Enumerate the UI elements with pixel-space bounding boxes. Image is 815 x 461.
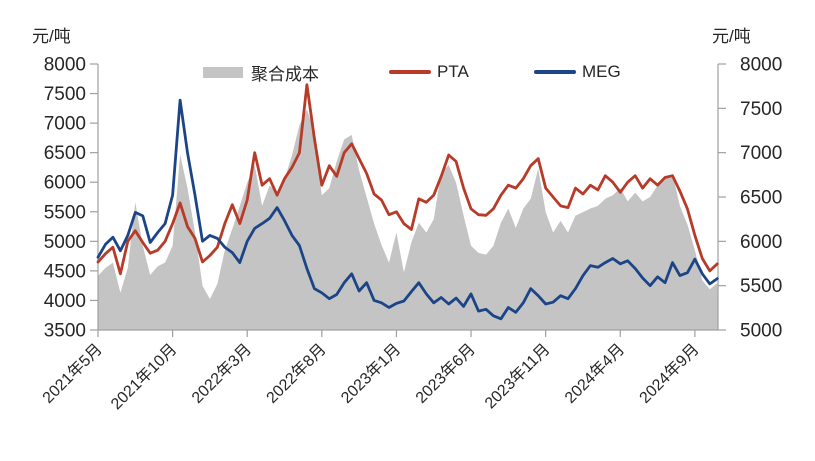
x-axis-tick-label: 2024年4月: [561, 340, 628, 407]
legend-pta-label: PTA: [437, 62, 469, 81]
legend-meg-label: MEG: [582, 62, 621, 81]
x-axis-tick-label: 2024年9月: [636, 340, 703, 407]
left-axis-tick-label: 7000: [44, 114, 86, 135]
meg-line-swatch-icon: [534, 70, 576, 74]
left-axis-tick-label: 8000: [44, 55, 86, 76]
left-axis-tick-label: 4500: [44, 261, 86, 282]
left-axis-tick-label: 5500: [44, 202, 86, 223]
x-axis-tick-label: 2021年10月: [107, 340, 180, 413]
left-axis-unit-label: 元/吨: [32, 27, 71, 46]
x-axis-tick-label: 2021年5月: [39, 340, 106, 407]
left-axis-tick-label: 5000: [44, 232, 86, 253]
right-axis-tick-label: 5000: [740, 321, 782, 342]
pta-line-series: [96, 83, 719, 276]
right-axis-tick-label: 7000: [740, 143, 782, 164]
legend-item-pta: PTA: [389, 62, 469, 82]
right-axis-unit-label: 元/吨: [712, 27, 751, 46]
left-axis-tick-label: 4000: [44, 291, 86, 312]
cost-area-swatch-icon: [203, 66, 243, 78]
right-axis-tick-label: 8000: [740, 55, 782, 76]
left-axis-tick-label: 3500: [44, 321, 86, 342]
left-axis-tick-label: 6500: [44, 143, 86, 164]
x-axis-tick-label: 2022年8月: [263, 340, 330, 407]
right-axis-tick-label: 6500: [740, 188, 782, 209]
legend-item-cost: 聚合成本: [203, 62, 319, 84]
left-axis-tick-label: 7500: [44, 84, 86, 105]
x-axis-tick-label: 2023年6月: [412, 340, 479, 407]
right-axis-tick-label: 7500: [740, 99, 782, 120]
right-axis-tick-label: 6000: [740, 232, 782, 253]
right-axis-tick-label: 5500: [740, 276, 782, 297]
cost-area-series: [98, 109, 718, 330]
left-axis-tick-label: 6000: [44, 173, 86, 194]
x-axis-tick-label: 2022年3月: [188, 340, 255, 407]
legend-cost-label: 聚合成本: [251, 64, 319, 84]
legend-item-meg: MEG: [534, 62, 621, 82]
x-axis-tick-label: 2023年1月: [337, 340, 404, 407]
pta-line-swatch-icon: [389, 70, 431, 74]
x-axis-tick-label: 2023年11月: [481, 340, 553, 412]
meg-line-series: [96, 98, 719, 321]
